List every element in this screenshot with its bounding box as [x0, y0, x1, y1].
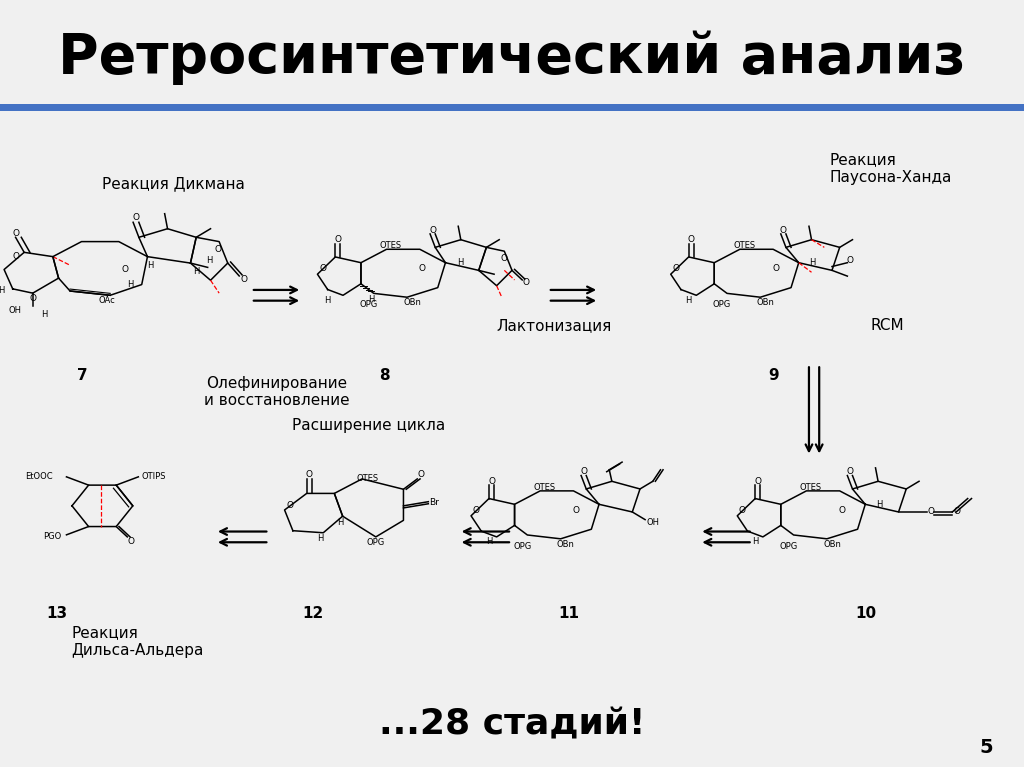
- Text: Реакция Дикмана: Реакция Дикмана: [102, 176, 246, 192]
- Text: O: O: [128, 537, 135, 545]
- Text: OPG: OPG: [367, 538, 385, 547]
- Text: O: O: [132, 213, 139, 222]
- Text: O: O: [780, 225, 786, 235]
- Text: O: O: [418, 470, 425, 479]
- Text: O: O: [673, 264, 679, 273]
- Text: H: H: [877, 500, 883, 509]
- Text: OBn: OBn: [823, 540, 841, 549]
- Text: OBn: OBn: [557, 540, 574, 549]
- Text: OAc: OAc: [99, 296, 116, 305]
- Text: Расширение цикла: Расширение цикла: [292, 418, 445, 433]
- Text: OTES: OTES: [733, 241, 756, 250]
- Text: Лактонизация: Лактонизация: [497, 318, 612, 334]
- Text: O: O: [688, 235, 694, 244]
- Text: O: O: [429, 225, 436, 235]
- Text: O: O: [121, 265, 128, 274]
- Text: O: O: [12, 229, 19, 238]
- Text: OTES: OTES: [534, 482, 555, 492]
- Text: 5: 5: [980, 739, 993, 757]
- Text: H: H: [317, 535, 324, 544]
- Text: 7: 7: [77, 368, 87, 384]
- Text: OPG: OPG: [513, 542, 531, 551]
- Text: OPG: OPG: [779, 542, 798, 551]
- Text: Реакция
Дильса-Альдера: Реакция Дильса-Альдера: [72, 625, 204, 657]
- Text: O: O: [501, 255, 508, 263]
- Text: O: O: [240, 275, 247, 284]
- Text: 9: 9: [768, 368, 778, 384]
- Text: H: H: [325, 295, 331, 304]
- Text: Олефинирование
и восстановление: Олефинирование и восстановление: [204, 376, 349, 408]
- Text: Ретросинтетический анализ: Ретросинтетический анализ: [58, 30, 966, 85]
- Text: 11: 11: [558, 606, 580, 621]
- Text: H: H: [458, 258, 464, 267]
- Text: O: O: [772, 264, 779, 273]
- Text: 12: 12: [302, 606, 324, 621]
- Text: O: O: [755, 477, 761, 486]
- Text: OH: OH: [646, 518, 659, 527]
- Text: O: O: [319, 264, 326, 273]
- Text: OTES: OTES: [800, 482, 821, 492]
- Text: O: O: [12, 252, 19, 261]
- Text: 10: 10: [855, 606, 877, 621]
- Text: PGO: PGO: [43, 532, 61, 542]
- Text: O: O: [954, 508, 961, 516]
- Text: H: H: [0, 287, 4, 295]
- Text: H: H: [685, 295, 692, 304]
- Text: OTES: OTES: [356, 475, 379, 483]
- Text: H: H: [127, 280, 133, 289]
- Text: OTES: OTES: [380, 241, 401, 250]
- Text: O: O: [488, 477, 495, 486]
- Text: O: O: [847, 256, 853, 265]
- Text: O: O: [839, 505, 846, 515]
- Text: O: O: [473, 505, 479, 515]
- Text: O: O: [30, 294, 36, 303]
- Text: 13: 13: [46, 606, 68, 621]
- Text: OBn: OBn: [403, 298, 421, 308]
- Text: 8: 8: [379, 368, 389, 384]
- Text: H: H: [206, 256, 212, 265]
- Text: OPG: OPG: [359, 301, 378, 309]
- Text: ...28 стадий!: ...28 стадий!: [379, 708, 645, 742]
- Text: O: O: [214, 245, 221, 254]
- Text: OTIPS: OTIPS: [141, 472, 166, 482]
- Text: O: O: [927, 508, 934, 516]
- Text: OBn: OBn: [757, 298, 774, 308]
- Text: O: O: [572, 505, 580, 515]
- Text: O: O: [419, 264, 426, 273]
- Text: O: O: [335, 235, 341, 244]
- Text: Реакция
Паусона-Ханда: Реакция Паусона-Ханда: [829, 153, 952, 185]
- Text: H: H: [337, 518, 343, 527]
- Text: H: H: [41, 310, 47, 319]
- Text: H: H: [810, 258, 816, 267]
- Text: O: O: [306, 470, 313, 479]
- Bar: [0, 104, 1024, 111]
- Text: O: O: [847, 467, 853, 476]
- Text: H: H: [193, 267, 200, 276]
- Text: EtOOC: EtOOC: [25, 472, 52, 482]
- Text: OH: OH: [8, 306, 22, 314]
- Text: Br: Br: [429, 499, 439, 507]
- Text: H: H: [485, 537, 493, 546]
- Text: O: O: [739, 505, 745, 515]
- Text: OPG: OPG: [713, 301, 731, 309]
- Text: O: O: [581, 467, 587, 476]
- Text: H: H: [147, 261, 154, 270]
- Text: H: H: [368, 295, 375, 304]
- Text: O: O: [522, 278, 529, 288]
- Text: RCM: RCM: [870, 318, 904, 334]
- Text: O: O: [287, 502, 294, 510]
- Text: H: H: [752, 537, 759, 546]
